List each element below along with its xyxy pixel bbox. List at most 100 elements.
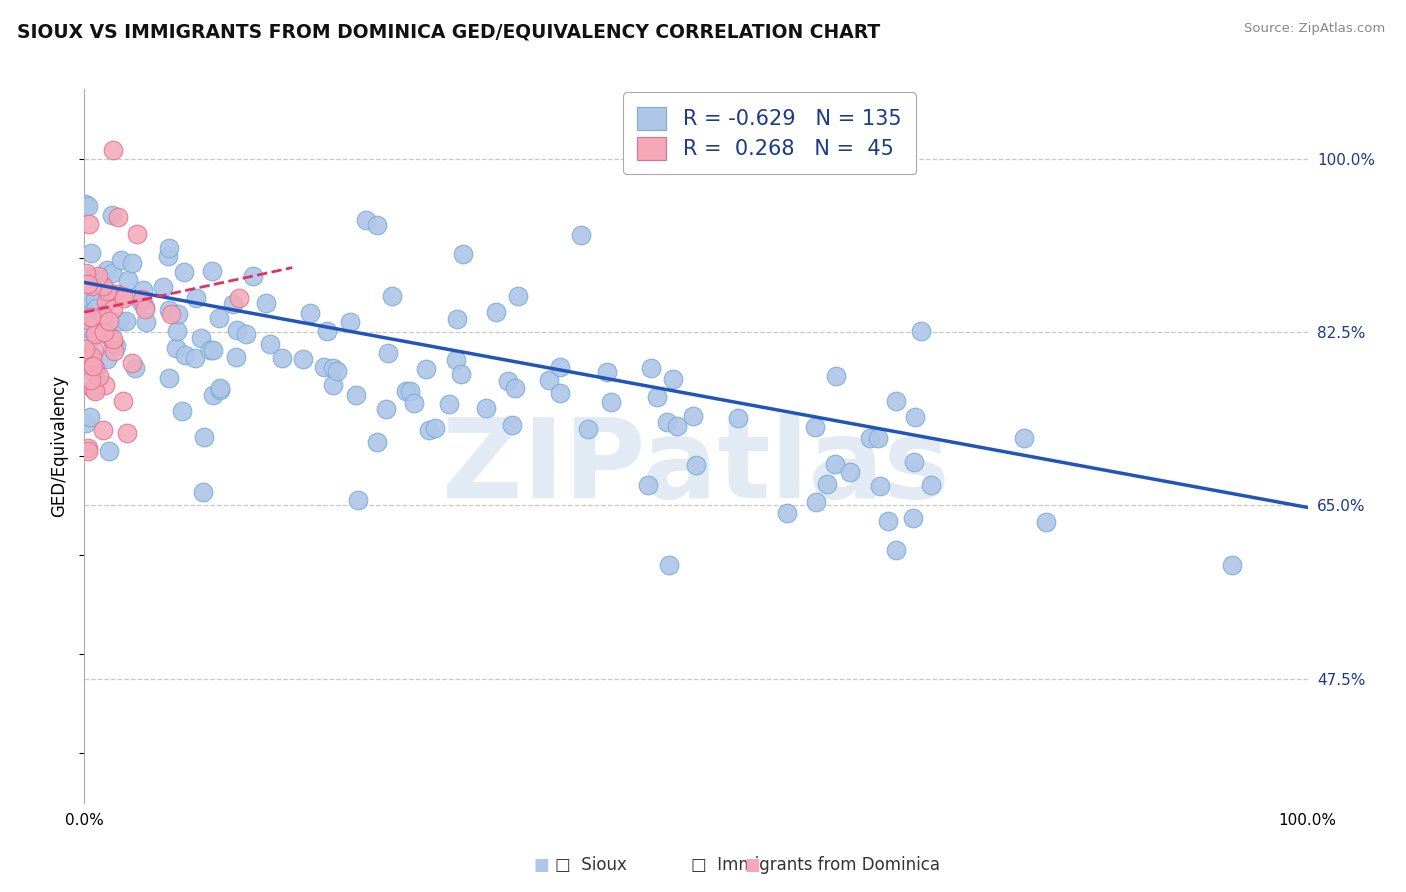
Point: [184, 351, 207, 365]
Point: [83, 360, 105, 375]
Point: [903, 455, 925, 469]
Point: [173, 265, 195, 279]
Point: [366, 434, 388, 449]
Point: [381, 289, 404, 303]
Point: [446, 312, 468, 326]
Point: [474, 401, 496, 416]
Point: [165, 341, 187, 355]
Point: [225, 350, 247, 364]
Point: [115, 425, 138, 440]
Text: SIOUX VS IMMIGRANTS FROM DOMINICA GED/EQUIVALENCY CORRELATION CHART: SIOUX VS IMMIGRANTS FROM DOMINICA GED/EQ…: [17, 22, 880, 41]
Point: [418, 423, 440, 437]
Point: [110, 252, 132, 267]
Text: ■: ■: [744, 855, 761, 873]
Point: [77, 318, 100, 333]
Point: [225, 323, 247, 337]
Point: [228, 291, 250, 305]
Text: □  Immigrants from Dominica: □ Immigrants from Dominica: [690, 855, 941, 873]
Point: [76, 350, 98, 364]
Text: □  Sioux: □ Sioux: [554, 855, 627, 873]
Point: [254, 296, 277, 310]
Point: [124, 360, 146, 375]
Point: [869, 479, 891, 493]
Point: [170, 404, 193, 418]
Point: [87, 368, 110, 383]
Y-axis label: GED/Equivalency: GED/Equivalency: [51, 375, 69, 517]
Point: [152, 280, 174, 294]
Point: [75, 416, 97, 430]
Point: [80, 304, 103, 318]
Point: [838, 465, 860, 479]
Point: [682, 409, 704, 424]
Point: [242, 268, 264, 283]
Point: [877, 515, 900, 529]
Point: [84, 366, 107, 380]
Point: [75, 293, 97, 308]
Point: [506, 289, 529, 303]
Point: [548, 360, 571, 375]
Point: [160, 307, 183, 321]
Point: [94, 294, 117, 309]
Point: [129, 295, 152, 310]
Point: [366, 218, 388, 232]
Point: [910, 324, 932, 338]
Point: [157, 303, 180, 318]
Point: [101, 209, 124, 223]
Point: [107, 210, 129, 224]
Point: [135, 315, 157, 329]
Point: [80, 278, 103, 293]
Point: [91, 423, 114, 437]
Point: [115, 314, 138, 328]
Point: [425, 421, 447, 435]
Point: [93, 325, 115, 339]
Point: [103, 343, 125, 358]
Point: [101, 266, 124, 280]
Point: [186, 291, 208, 305]
Point: [299, 306, 322, 320]
Point: [77, 269, 100, 284]
Point: [325, 364, 347, 378]
Point: [93, 378, 115, 392]
Point: [637, 478, 659, 492]
Point: [291, 351, 314, 366]
Point: [82, 382, 104, 396]
Legend: R = -0.629   N = 135, R =  0.268   N =  45: R = -0.629 N = 135, R = 0.268 N = 45: [623, 93, 917, 174]
Point: [84, 292, 107, 306]
Point: [101, 143, 124, 157]
Point: [208, 383, 231, 397]
Point: [657, 415, 679, 429]
Point: [97, 444, 120, 458]
Point: [859, 431, 882, 445]
Point: [134, 300, 156, 314]
Point: [347, 492, 370, 507]
Point: [202, 343, 225, 357]
Point: [498, 374, 520, 388]
Point: [439, 397, 461, 411]
Point: [191, 484, 214, 499]
Point: [76, 337, 98, 351]
Point: [662, 372, 685, 386]
Point: [1220, 558, 1243, 572]
Point: [377, 345, 399, 359]
Point: [77, 277, 100, 291]
Point: [904, 409, 927, 424]
Point: [548, 385, 571, 400]
Point: [804, 495, 827, 509]
Point: [884, 542, 907, 557]
Point: [73, 342, 96, 356]
Point: [354, 213, 377, 227]
Point: [485, 305, 508, 319]
Point: [79, 245, 101, 260]
Point: [344, 387, 367, 401]
Point: [395, 384, 418, 399]
Point: [76, 199, 98, 213]
Point: [75, 310, 97, 325]
Point: [503, 381, 526, 395]
Point: [80, 310, 103, 325]
Point: [166, 324, 188, 338]
Point: [322, 360, 344, 375]
Point: [125, 227, 148, 242]
Point: [501, 417, 523, 432]
Point: [222, 297, 245, 311]
Point: [75, 266, 97, 280]
